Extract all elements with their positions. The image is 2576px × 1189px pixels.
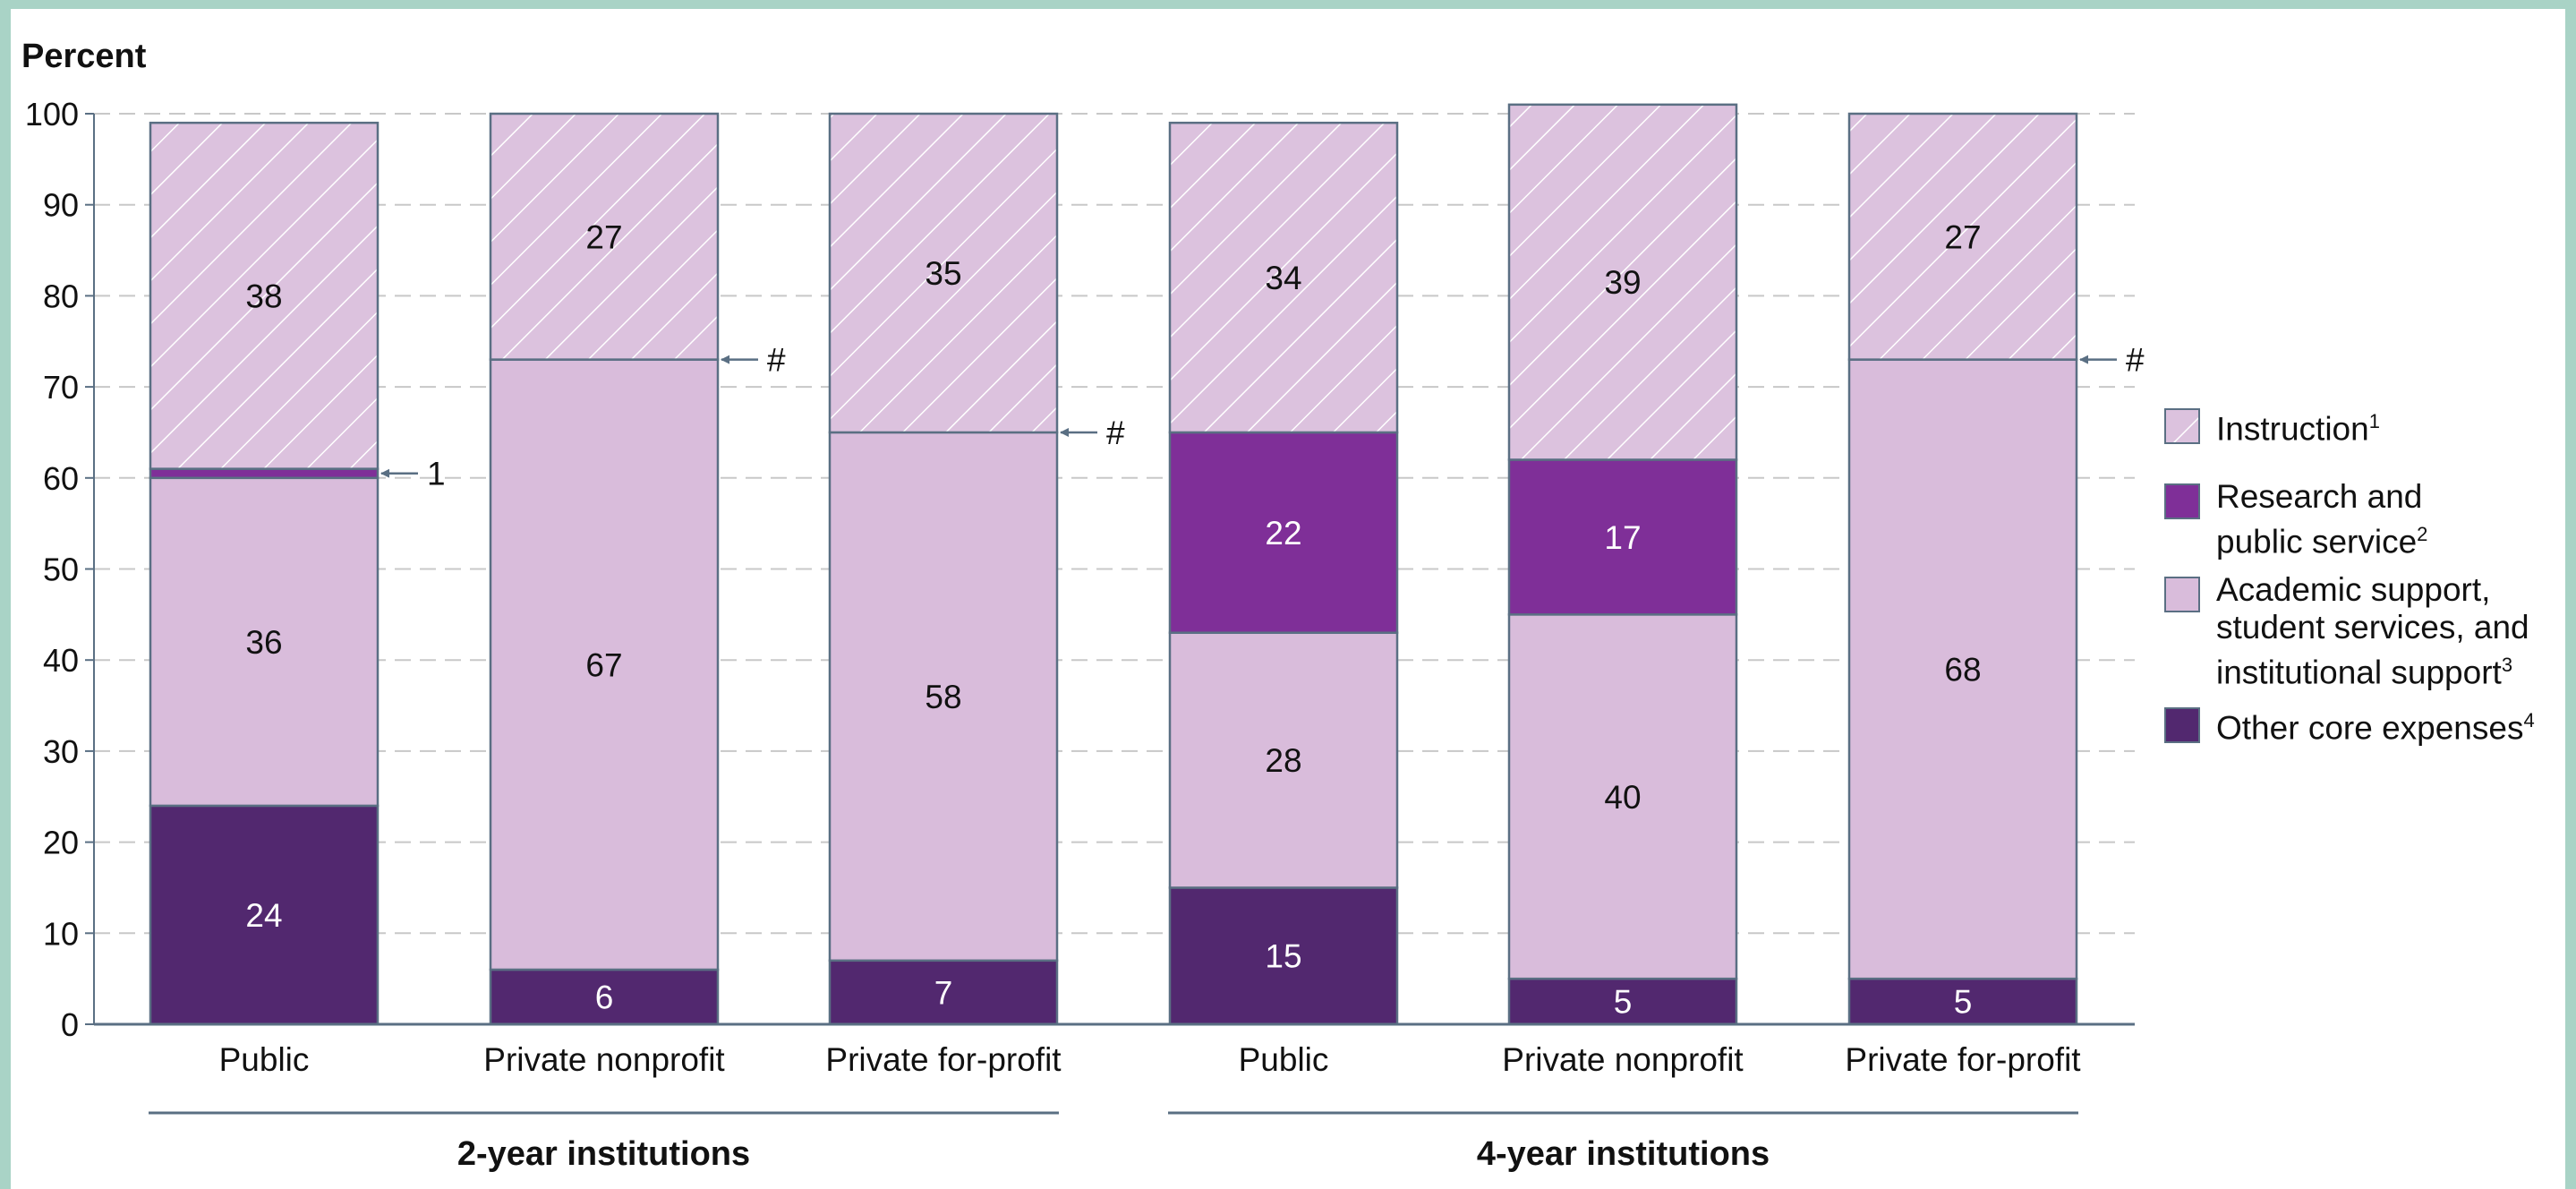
y-tick-label-100: 100: [25, 96, 79, 133]
bars: [149, 103, 2078, 1026]
annotation-label-1: #: [767, 342, 786, 379]
y-tick-label-70: 70: [43, 369, 79, 406]
gridlines: [94, 113, 2135, 935]
bar-segment-instruction-1: [489, 112, 720, 361]
data-label-1-3: 28: [1265, 742, 1301, 779]
bar-segment-instruction-2: [828, 112, 1059, 434]
bar-segment-academic-4: [1507, 613, 1738, 980]
y-tick-label-60: 60: [43, 460, 79, 497]
bar-segment-research-4: [1507, 458, 1738, 616]
legend-label-research: Research and public service: [2216, 478, 2423, 560]
bar-segment-instruction-0: [149, 121, 380, 470]
y-tick-label-50: 50: [43, 552, 79, 588]
bar-segment-instruction-4: [1507, 103, 1738, 461]
x-axis: Public Private nonprofit Private for-profi…: [93, 114, 2135, 1173]
data-label-1-1: 67: [585, 646, 622, 683]
y-tick-label-20: 20: [43, 825, 79, 861]
legend-swatch-instruction: [2164, 408, 2200, 444]
data-label-3-1: 27: [585, 218, 622, 255]
data-label-0-5: 5: [1954, 984, 1973, 1021]
data-label-1-0: 36: [245, 624, 282, 661]
x-tick-label-3: Public: [1239, 1041, 1329, 1078]
data-label-0-4: 5: [1614, 984, 1633, 1021]
legend-label-instruction: Instruction: [2216, 410, 2369, 448]
bar-segment-academic-3: [1168, 631, 1399, 889]
bar-segment-instruction-3: [1168, 121, 1399, 434]
y-tick-label-40: 40: [43, 642, 79, 679]
data-labels: 24 36 38 6 67 27 7 58 35 15 28 22 34 5 40 17 39 5 68 27: [245, 218, 1981, 1020]
legend-swatch-other-core: [2164, 707, 2200, 743]
bar-segment-other-5: [1847, 977, 2078, 1026]
data-label-0-1: 6: [595, 979, 614, 1015]
data-label-0-3: 15: [1265, 938, 1301, 975]
legend-sup-research: 2: [2417, 523, 2428, 545]
bar-segment-other-0: [149, 804, 380, 1026]
y-tick-label-80: 80: [43, 278, 79, 314]
bar-segment-academic-5: [1847, 358, 2078, 980]
bar-segment-research-0: [149, 467, 380, 480]
x-tick-label-2: Private for-profit: [825, 1041, 1062, 1078]
data-label-3-5: 27: [1944, 218, 1981, 255]
data-label-2-4: 17: [1604, 519, 1641, 556]
data-label-3-2: 35: [925, 255, 961, 292]
bar-segment-other-4: [1507, 977, 1738, 1026]
data-label-1-2: 58: [925, 679, 961, 715]
data-label-3-4: 39: [1604, 264, 1641, 301]
y-axis-ticks: 0 10 20 30 40 50 60 70 80 90 100: [25, 96, 94, 1043]
data-label-0-2: 7: [934, 974, 953, 1011]
legend-sup-other-core: 4: [2523, 709, 2535, 731]
x-tick-label-0: Public: [219, 1041, 310, 1078]
y-tick-label-0: 0: [61, 1006, 79, 1043]
y-tick-label-30: 30: [43, 733, 79, 770]
data-label-1-4: 40: [1604, 779, 1641, 816]
bar-segment-other-3: [1168, 886, 1399, 1026]
bar-segment-instruction-5: [1847, 112, 2078, 361]
data-label-3-3: 34: [1265, 260, 1301, 296]
y-axis-title: Percent: [21, 38, 147, 75]
annotation-label-0: 1: [427, 456, 446, 492]
x-tick-label-5: Private for-profit: [1845, 1041, 2081, 1078]
legend-sup-instruction: 1: [2368, 410, 2380, 432]
bar-segment-academic-2: [828, 431, 1059, 962]
data-label-1-5: 68: [1944, 651, 1981, 688]
legend-swatch-research: [2164, 483, 2200, 519]
bar-segment-research-3: [1168, 431, 1399, 634]
annotation-label-2: #: [1106, 415, 1125, 451]
data-label-2-3: 22: [1265, 515, 1301, 552]
legend-label-academic-support: Academic support, student services, and …: [2216, 571, 2529, 691]
group-label-0: 2-year institutions: [457, 1135, 750, 1173]
legend-swatch-academic-support: [2164, 577, 2200, 612]
bar-segment-academic-1: [489, 358, 720, 971]
x-tick-label-4: Private nonprofit: [1502, 1041, 1744, 1078]
y-tick-label-90: 90: [43, 187, 79, 224]
group-label-1: 4-year institutions: [1477, 1135, 1770, 1173]
legend-sup-academic-support: 3: [2501, 654, 2513, 676]
annotation-label-3: #: [2126, 342, 2145, 379]
y-tick-label-10: 10: [43, 915, 79, 952]
bar-segment-academic-0: [149, 476, 380, 808]
legend-label-other-core: Other core expenses: [2216, 709, 2524, 747]
data-label-0-0: 24: [245, 897, 282, 934]
data-label-3-0: 38: [245, 278, 282, 314]
x-tick-label-1: Private nonprofit: [483, 1041, 725, 1078]
annotations: 1 # # #: [380, 342, 2145, 492]
